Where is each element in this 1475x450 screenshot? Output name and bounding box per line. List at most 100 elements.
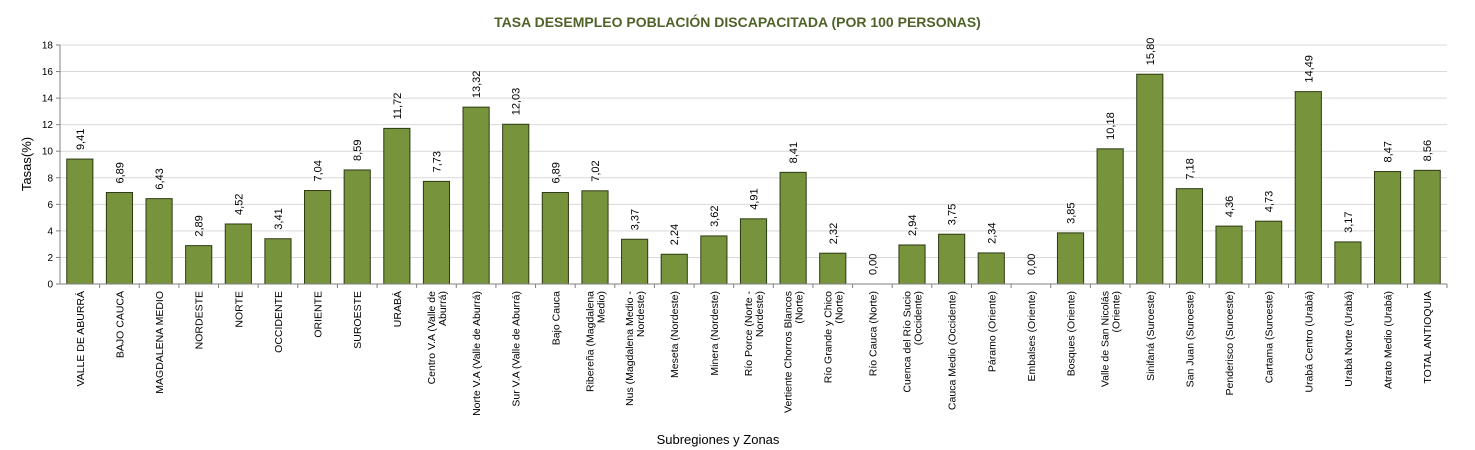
x-tick-label: Nus (Magdalena Medio -Nordeste) [624, 291, 647, 406]
x-tick-labels: VALLE DE ABURRÁ BAJO CAUCA MAGDALENA MEDIO… [74, 291, 1434, 416]
bar [1413, 169, 1441, 285]
x-tick-label-line: Aburrá) [437, 291, 449, 326]
value-label: 11,72 [392, 93, 404, 120]
x-axis-label: Subregiones y Zonas [657, 432, 780, 447]
value-label: 2,34 [986, 223, 998, 244]
value-label: 2,94 [907, 215, 919, 236]
x-tick-label: Urabá Centro (Urabá) [1303, 291, 1315, 393]
x-tick-label: Vertiente Chorros Blancos(Norte) [783, 291, 806, 413]
x-tick-label: URABÁ [391, 291, 404, 327]
y-axis-label: Tasas(%) [19, 137, 34, 191]
x-tick-label-line: Nus (Magdalena Medio - [624, 291, 636, 406]
x-tick-label: Meseta (Nordeste) [669, 291, 681, 378]
bar [581, 190, 609, 285]
value-label: 0,00 [867, 254, 879, 275]
value-label: 8,56 [1422, 140, 1434, 161]
bar [541, 192, 569, 285]
x-tick-label-line: Valle de San Nicolás [1100, 291, 1112, 387]
x-tick-label: Embalses (Oriente) [1026, 291, 1038, 381]
chart-title: TASA DESEMPLEO POBLACIÓN DISCAPACITADA (… [494, 14, 981, 30]
x-tick-label-line: San Juan (Suroeste) [1184, 291, 1196, 387]
x-tick-label-line: URABÁ [391, 291, 404, 327]
y-tick-label: 12 [42, 120, 54, 131]
x-tick-label: Río Cauca (Norte) [867, 291, 879, 376]
y-tick-label: 10 [42, 147, 54, 158]
y-tick-label: 6 [47, 200, 53, 211]
bar [898, 244, 926, 285]
value-label: 3,62 [709, 206, 721, 227]
x-tick-label: Atrato Medio (Urabá) [1383, 291, 1395, 389]
value-label: 3,41 [273, 208, 285, 229]
bar [660, 253, 688, 285]
x-tick-label-line: Vertiente Chorros Blancos [783, 291, 795, 413]
bar [66, 158, 94, 285]
bar [819, 252, 847, 285]
x-tick-label: Urabá Norte (Urabá) [1343, 291, 1355, 387]
value-label: 10,18 [1105, 112, 1117, 140]
x-tick-label: Cartama (Suroeste) [1264, 291, 1276, 383]
x-tick-label: OCCIDENTE [273, 291, 285, 353]
x-tick-label-line: Sinifaná (Suroeste) [1145, 291, 1157, 381]
value-label: 3,17 [1343, 211, 1355, 232]
x-tick-label: Minera (Nordeste) [709, 291, 721, 376]
bar [621, 238, 649, 285]
bar [304, 190, 332, 285]
bar [185, 245, 213, 285]
bar [105, 192, 134, 285]
x-tick-label: San Juan (Suroeste) [1184, 291, 1196, 387]
value-label: 4,52 [233, 194, 245, 215]
x-tick-label: Centro V.A (Valle deAburrá) [426, 291, 449, 385]
x-tick-label-line: ORIENTE [313, 291, 325, 338]
x-tick-label: Ribereña (MagdalenaMedio) [584, 291, 607, 392]
x-tick-label-line: NORTE [233, 291, 245, 328]
x-tick-label-line: Atrato Medio (Urabá) [1383, 291, 1395, 389]
value-label: 2,89 [194, 215, 206, 236]
x-tick-label-line: Penderisco (Suroeste) [1224, 291, 1236, 395]
value-label: 6,89 [114, 162, 126, 183]
x-tick-label-line: (Norte) [794, 291, 806, 324]
x-tick-label-line: Cuenca del Río Sucio [902, 291, 914, 393]
bar [502, 123, 530, 285]
value-label: 12,03 [511, 88, 523, 116]
x-tick-label-line: Cauca Medio (Occidente) [947, 291, 959, 410]
x-tick-label-line: OCCIDENTE [273, 291, 285, 353]
x-tick-label-line: Centro V.A (Valle de [426, 291, 438, 385]
x-tick-label: Sinifaná (Suroeste) [1145, 291, 1157, 381]
bar [422, 180, 451, 285]
x-tick-label: Valle de San Nicolás(Oriente) [1100, 291, 1123, 387]
x-tick-label: Bajo Cauca [550, 291, 562, 345]
x-tick-label: TOTAL ANTIOQUIA [1422, 291, 1434, 384]
x-tick-label-line: Urabá Centro (Urabá) [1303, 291, 1315, 393]
x-tick-label-line: (Norte) [833, 291, 845, 324]
y-tick-label: 14 [42, 94, 54, 105]
value-label: 7,02 [590, 160, 602, 181]
x-tick-label-line: VALLE DE ABURRÁ [74, 291, 87, 387]
x-tick-label-line: Embalses (Oriente) [1026, 291, 1038, 381]
x-tick-label-line: NORDESTE [194, 291, 206, 349]
bar [1175, 188, 1203, 285]
value-label: 7,73 [431, 151, 443, 172]
x-tick-label: SUROESTE [352, 291, 364, 349]
x-tick-label: Bosques (Oriente) [1066, 291, 1078, 376]
x-tick-label-line: Bajo Cauca [550, 291, 562, 345]
x-tick-label: Penderisco (Suroeste) [1224, 291, 1236, 395]
value-label: 2,32 [828, 223, 840, 244]
x-tick-label: MAGDALENA MEDIO [154, 291, 166, 394]
bar [1294, 91, 1322, 285]
value-label: 0,00 [1026, 254, 1038, 275]
bar [1056, 232, 1085, 285]
value-label: 8,47 [1383, 141, 1395, 162]
bar [264, 238, 292, 285]
bars [66, 73, 1441, 285]
value-label: 4,36 [1224, 196, 1236, 217]
x-tick-label-line: (Occidente) [913, 291, 925, 345]
y-tick-label: 18 [42, 41, 54, 52]
bar [224, 223, 252, 285]
x-tick-label-line: Urabá Norte (Urabá) [1343, 291, 1355, 387]
x-tick-label: Cauca Medio (Occidente) [947, 291, 959, 410]
x-tick-label: BAJO CAUCA [114, 291, 126, 358]
x-tick-label-line: Cartama (Suroeste) [1264, 291, 1276, 383]
value-label: 3,85 [1066, 202, 1078, 223]
bar [1215, 225, 1243, 285]
